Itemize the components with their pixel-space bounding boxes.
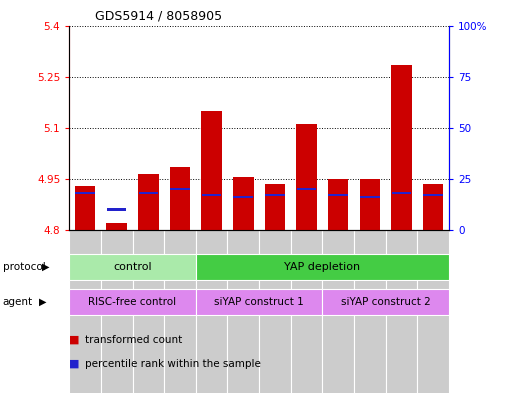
Bar [391, 192, 411, 195]
Bar [138, 174, 159, 230]
FancyBboxPatch shape [196, 230, 227, 393]
Bar [360, 196, 380, 198]
FancyBboxPatch shape [322, 290, 449, 315]
Text: control: control [113, 262, 152, 272]
Bar [139, 192, 158, 195]
Bar [201, 111, 222, 230]
FancyBboxPatch shape [259, 230, 291, 393]
Bar [170, 167, 190, 230]
FancyBboxPatch shape [417, 230, 449, 393]
Text: GDS5914 / 8058905: GDS5914 / 8058905 [95, 10, 222, 23]
Bar [360, 179, 380, 230]
Text: ■: ■ [69, 358, 80, 369]
Bar [328, 194, 348, 196]
Text: siYAP construct 1: siYAP construct 1 [214, 297, 304, 307]
Bar [328, 179, 348, 230]
Text: ▶: ▶ [39, 297, 47, 307]
Text: RISC-free control: RISC-free control [88, 297, 176, 307]
Bar [423, 194, 443, 196]
FancyBboxPatch shape [196, 254, 449, 279]
Text: ■: ■ [69, 335, 80, 345]
FancyBboxPatch shape [227, 230, 259, 393]
Bar [75, 192, 95, 195]
Text: ▶: ▶ [42, 262, 50, 272]
Text: transformed count: transformed count [85, 335, 182, 345]
Bar [297, 188, 317, 190]
Bar [106, 223, 127, 230]
FancyBboxPatch shape [132, 230, 164, 393]
Bar [75, 185, 95, 230]
FancyBboxPatch shape [354, 230, 386, 393]
FancyBboxPatch shape [291, 230, 322, 393]
Bar [265, 194, 285, 196]
FancyBboxPatch shape [69, 290, 196, 315]
Bar [202, 194, 222, 196]
Text: protocol: protocol [3, 262, 45, 272]
FancyBboxPatch shape [386, 230, 417, 393]
FancyBboxPatch shape [322, 230, 354, 393]
Text: siYAP construct 2: siYAP construct 2 [341, 297, 430, 307]
Bar [391, 65, 412, 230]
Bar [265, 184, 285, 230]
Text: percentile rank within the sample: percentile rank within the sample [85, 358, 261, 369]
Bar [107, 208, 127, 211]
FancyBboxPatch shape [101, 230, 132, 393]
Bar [170, 188, 190, 190]
FancyBboxPatch shape [69, 230, 101, 393]
FancyBboxPatch shape [69, 254, 196, 279]
FancyBboxPatch shape [196, 290, 322, 315]
Bar [423, 184, 443, 230]
Bar [233, 177, 253, 230]
Text: agent: agent [3, 297, 33, 307]
Text: YAP depletion: YAP depletion [284, 262, 361, 272]
Bar [233, 196, 253, 198]
FancyBboxPatch shape [164, 230, 196, 393]
Bar [296, 124, 317, 230]
